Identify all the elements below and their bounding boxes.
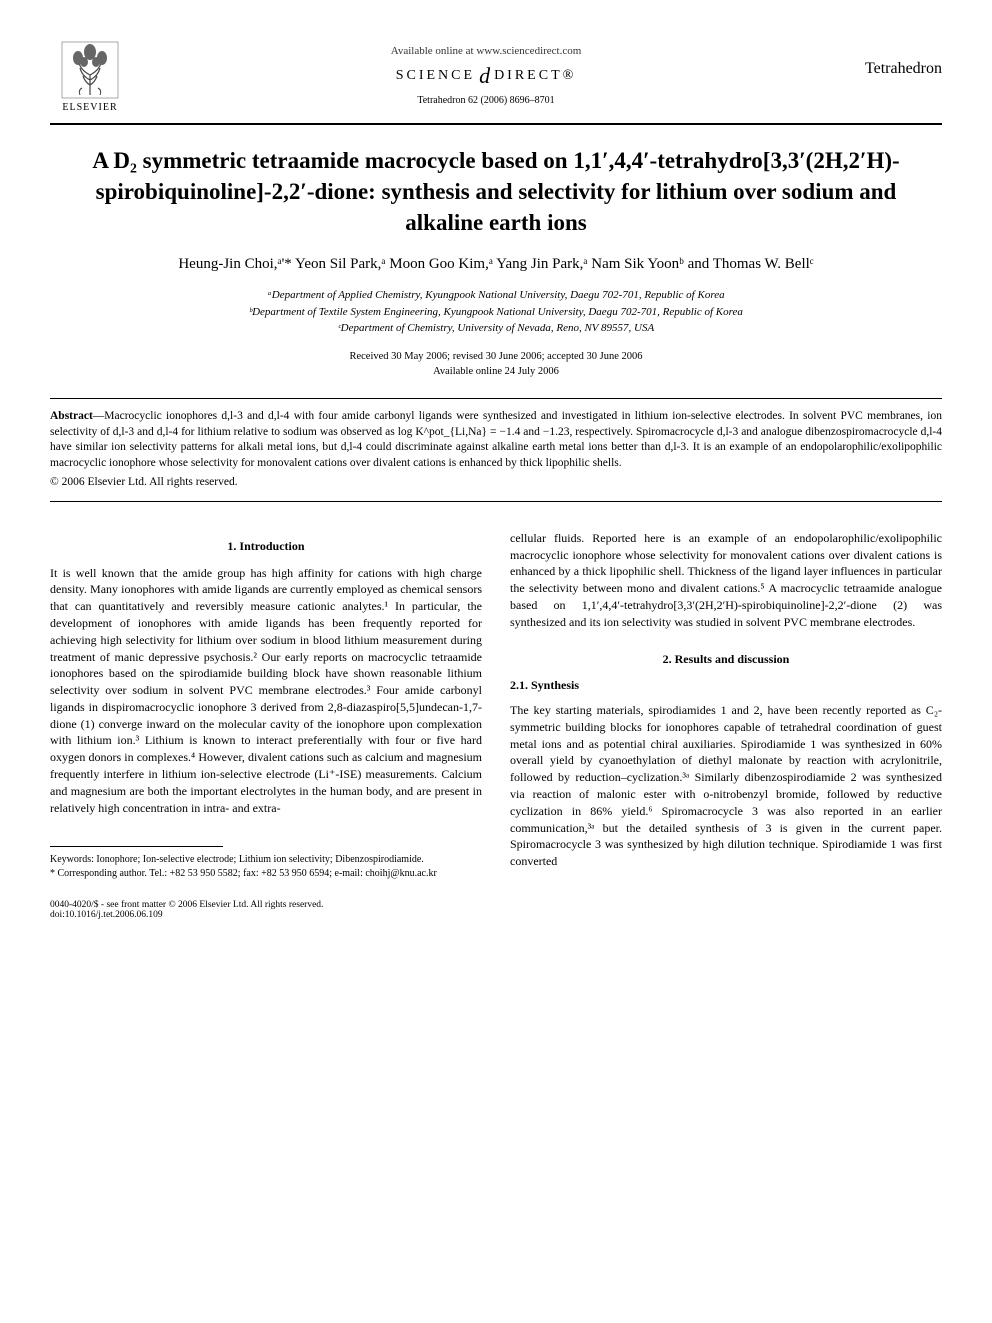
journal-reference: Tetrahedron 62 (2006) 8696–8701 — [130, 95, 842, 106]
article-dates: Received 30 May 2006; revised 30 June 20… — [50, 349, 942, 381]
elsevier-tree-logo — [60, 40, 120, 100]
footer-row: 0040-4020/$ - see front matter © 2006 El… — [50, 900, 942, 920]
center-header: Available online at www.sciencedirect.co… — [130, 40, 842, 106]
footnote-separator — [50, 846, 223, 847]
journal-name: Tetrahedron — [842, 40, 942, 78]
affiliation-c: ᶜDepartment of Chemistry, University of … — [50, 320, 942, 337]
body-columns: 1. Introduction It is well known that th… — [50, 530, 942, 881]
introduction-paragraph-cont: cellular fluids. Reported here is an exa… — [510, 530, 942, 631]
elsevier-block: ELSEVIER — [50, 40, 130, 113]
available-online-text: Available online at www.sciencedirect.co… — [130, 45, 842, 57]
affiliation-a: ᵃDepartment of Applied Chemistry, Kyungp… — [50, 287, 942, 304]
keywords-footnote: Keywords: Ionophore; Ion-selective elect… — [50, 853, 482, 867]
abstract: Abstract—Macrocyclic ionophores d,l-3 an… — [50, 398, 942, 502]
footnotes: Keywords: Ionophore; Ion-selective elect… — [50, 853, 482, 880]
footer-left: 0040-4020/$ - see front matter © 2006 El… — [50, 900, 323, 920]
right-column: cellular fluids. Reported here is an exa… — [510, 530, 942, 881]
abstract-label: Abstract — [50, 410, 93, 422]
affiliations: ᵃDepartment of Applied Chemistry, Kyungp… — [50, 287, 942, 337]
sciencedirect-right: DIRECT® — [494, 68, 576, 84]
sciencedirect-at-icon: d — [479, 63, 490, 89]
sciencedirect-left: SCIENCE — [396, 68, 475, 84]
available-date: Available online 24 July 2006 — [50, 364, 942, 380]
abstract-copyright: © 2006 Elsevier Ltd. All rights reserved… — [50, 475, 942, 491]
section-introduction-head: 1. Introduction — [50, 538, 482, 555]
received-date: Received 30 May 2006; revised 30 June 20… — [50, 349, 942, 365]
abstract-body: —Macrocyclic ionophores d,l-3 and d,l-4 … — [50, 410, 942, 469]
affiliation-b: ᵇDepartment of Textile System Engineerin… — [50, 304, 942, 321]
article-title: A D₂ symmetric tetraamide macrocycle bas… — [90, 145, 902, 238]
section-results-head: 2. Results and discussion — [510, 651, 942, 668]
subsection-synthesis-head: 2.1. Synthesis — [510, 677, 942, 694]
sciencedirect-logo: SCIENCE d DIRECT® — [130, 63, 842, 89]
left-column: 1. Introduction It is well known that th… — [50, 530, 482, 881]
synthesis-paragraph: The key starting materials, spirodiamide… — [510, 702, 942, 870]
introduction-paragraph: It is well known that the amide group ha… — [50, 565, 482, 817]
elsevier-label: ELSEVIER — [62, 102, 117, 113]
front-matter-text: 0040-4020/$ - see front matter © 2006 El… — [50, 900, 323, 910]
page-header: ELSEVIER Available online at www.science… — [50, 40, 942, 113]
author-list: Heung-Jin Choi,ᵃ'* Yeon Sil Park,ᵃ Moon … — [50, 256, 942, 273]
header-rule-bottom — [50, 124, 942, 125]
corresponding-author-footnote: * Corresponding author. Tel.: +82 53 950… — [50, 867, 482, 881]
doi-text: doi:10.1016/j.tet.2006.06.109 — [50, 910, 323, 920]
